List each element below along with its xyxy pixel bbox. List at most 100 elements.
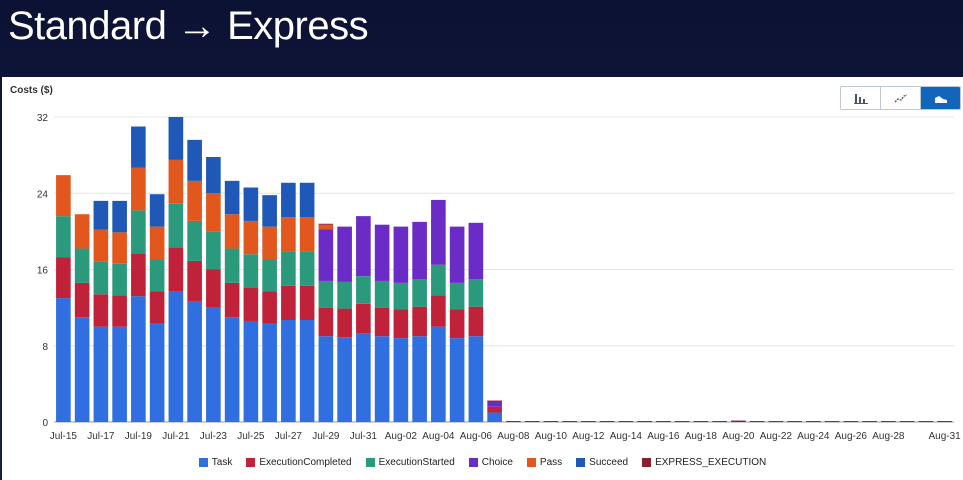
legend-item[interactable]: EXPRESS_EXECUTION: [642, 457, 766, 468]
x-tick-label: Aug-31: [929, 431, 962, 442]
x-tick-label: Jul-29: [312, 431, 340, 442]
x-tick-label: Aug-20: [722, 431, 755, 442]
bar-segment: [224, 180, 240, 215]
legend-item[interactable]: Task: [198, 457, 232, 468]
bar-segment: [281, 182, 296, 218]
bar-segment: [206, 307, 221, 422]
x-tick-label: Jul-17: [87, 431, 115, 442]
stacked-area-button[interactable]: [921, 87, 960, 109]
bar-segment: [93, 261, 109, 295]
bar-segment: [806, 421, 821, 422]
bar-segment: [449, 309, 465, 339]
bar-segment: [899, 421, 915, 422]
bar-segment: [881, 421, 896, 422]
bar-segment: [243, 287, 259, 321]
bar-segment: [299, 217, 315, 252]
x-tick-label: Aug-24: [797, 431, 830, 442]
bar-segment: [918, 421, 934, 422]
bar-segment: [281, 285, 296, 321]
x-tick-label: Aug-08: [497, 431, 530, 442]
legend-swatch: [576, 458, 586, 467]
bar-segment: [93, 229, 109, 262]
bar-segment: [131, 253, 146, 297]
legend-label: Pass: [539, 457, 563, 468]
bar-chart-button[interactable]: [841, 87, 881, 109]
bar-segment: [262, 291, 277, 324]
bar-segment: [224, 248, 240, 283]
bar-segment: [506, 421, 521, 422]
bar-segment: [206, 269, 221, 308]
bar-segment: [431, 199, 446, 265]
bar-segment: [168, 291, 184, 422]
bar-segment: [524, 421, 540, 422]
bar-segment: [56, 257, 71, 299]
bar-segment: [262, 259, 277, 292]
bar-chart-icon: [853, 94, 868, 104]
bar-segment: [374, 307, 390, 337]
bar-segment: [243, 187, 259, 221]
legend-item[interactable]: ExecutionStarted: [365, 457, 455, 468]
bar-segment: [337, 281, 352, 309]
bar-segment: [299, 251, 315, 286]
x-tick-label: Aug-06: [460, 431, 493, 442]
bar-segment: [337, 308, 352, 338]
legend-item[interactable]: Succeed: [576, 457, 628, 468]
bar-segment: [431, 326, 446, 422]
bar-segment: [187, 300, 202, 422]
x-tick-label: Aug-26: [835, 431, 868, 442]
bar-segment: [356, 276, 371, 304]
bar-segment: [74, 282, 90, 318]
bar-segment: [468, 336, 484, 422]
bar-segment: [318, 229, 334, 281]
legend-item[interactable]: Pass: [526, 457, 563, 468]
legend-swatch: [642, 458, 652, 467]
bar-segment: [168, 159, 184, 204]
bar-segment: [712, 421, 727, 422]
bar-segment: [131, 210, 146, 254]
bar-segment: [374, 224, 390, 281]
bar-segment: [262, 226, 277, 260]
bar-segment: [318, 223, 334, 225]
legend-item[interactable]: Choice: [468, 457, 513, 468]
bar-segment: [112, 295, 127, 327]
y-tick-label: 24: [37, 189, 49, 200]
x-tick-label: Aug-28: [872, 431, 905, 442]
bar-segment: [487, 412, 502, 422]
legend-label: Succeed: [589, 457, 629, 468]
bar-segment: [374, 336, 390, 422]
bar-segment: [243, 254, 259, 288]
x-tick-label: Jul-27: [275, 431, 303, 442]
bar-segment: [468, 306, 484, 337]
bar-segment: [149, 194, 165, 227]
line-chart-icon: [894, 94, 907, 103]
bar-segment: [149, 323, 165, 422]
x-tick-label: Aug-04: [422, 431, 455, 442]
legend-label: ExecutionStarted: [378, 457, 455, 468]
legend-item[interactable]: ExecutionCompleted: [246, 457, 352, 468]
bar-segment: [168, 203, 184, 248]
bar-segment: [299, 182, 315, 218]
x-tick-label: Jul-15: [50, 431, 78, 442]
legend-swatch: [365, 458, 375, 467]
bar-segment: [749, 421, 765, 422]
bar-segment: [131, 296, 146, 422]
bar-segment: [112, 200, 127, 233]
chart-panel: Costs ($) 0 8 16 24 32 Jul-15 Jul-17 Jul-19 Jul-…: [2, 77, 963, 480]
bar-segment: [112, 326, 127, 422]
line-chart-button[interactable]: [881, 87, 921, 109]
bar-segment: [937, 421, 952, 422]
bar-segment: [56, 298, 71, 422]
bar-segment: [149, 259, 165, 292]
legend-swatch: [246, 458, 256, 467]
bar-segment: [281, 320, 296, 422]
y-tick-label: 16: [37, 266, 49, 277]
bar-segment: [468, 222, 484, 280]
bar-segment: [412, 306, 427, 337]
bar-segment: [337, 337, 352, 422]
bar-segment: [731, 420, 746, 422]
bar-segment: [356, 216, 371, 277]
bar-segment: [224, 214, 240, 249]
bar-segment: [487, 401, 502, 407]
bar-segment: [74, 317, 90, 422]
bar-segment: [318, 307, 334, 337]
